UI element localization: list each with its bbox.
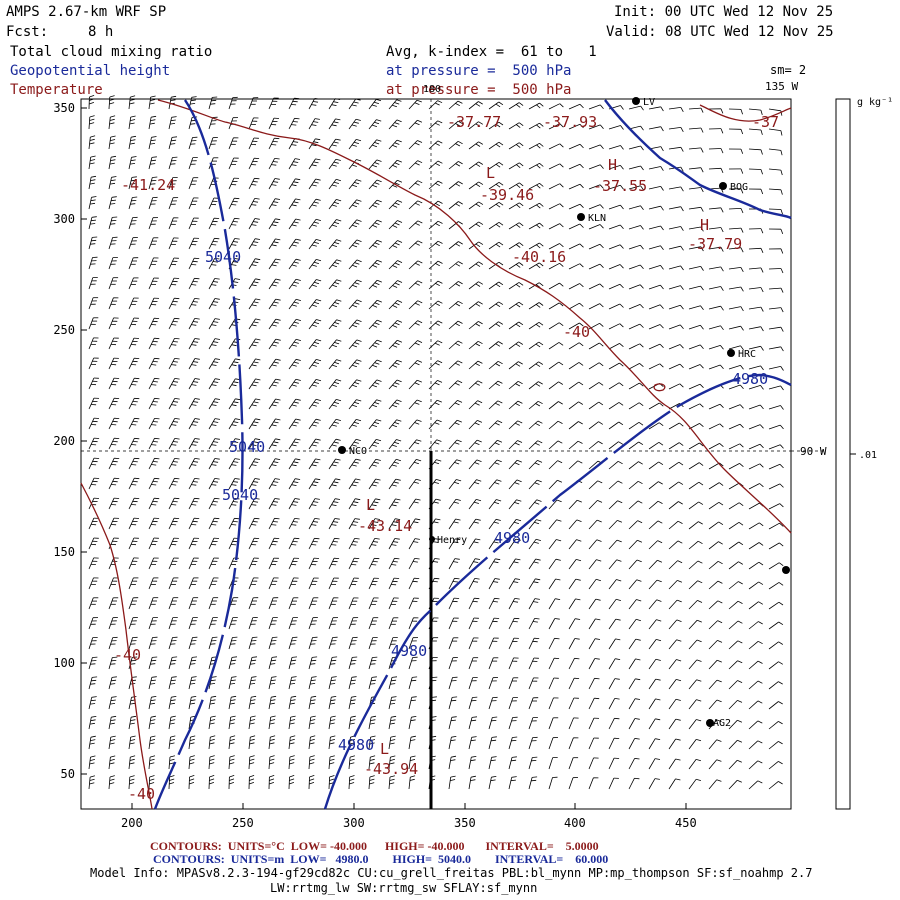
height-contours (153, 99, 792, 810)
height-label: 4980 (338, 736, 374, 754)
station-dot-ag2 (706, 719, 714, 727)
station-dot-edge (782, 566, 790, 574)
temp-contour-blob (653, 383, 666, 392)
station-markers (338, 97, 790, 727)
y-tick-label: 100 (53, 656, 75, 670)
temp-label: -43.94 (364, 760, 418, 778)
station-dot-henry (429, 536, 435, 542)
footer-model-info: Model Info: MPASv8.2.3-194-gf29cd82c CU:… (90, 866, 813, 880)
pressure-level-red: at pressure = 500 hPa (386, 82, 572, 98)
extrema-labels: L H H L L (366, 156, 709, 758)
temp-label: -43.14 (358, 517, 412, 535)
station-label-bog: BOG (730, 182, 748, 193)
x-tick-label: 450 (675, 816, 697, 830)
height-labels: 5040 5040 5040 4980 4980 4980 4980 (205, 248, 768, 754)
height-4980 (323, 373, 792, 810)
station-label-kln: KLN (588, 213, 606, 224)
init-time: Init: 00 UTC Wed 12 Nov 25 (614, 4, 834, 20)
station-label-nco: NCO (349, 446, 367, 457)
x-tick-label: 300 (343, 816, 365, 830)
fcst-value: 8 h (88, 24, 114, 40)
y-tick-label: 50 (61, 767, 75, 781)
high-marker: H (608, 156, 617, 174)
station-labels: NCO Henry KLN BOG HRC AG2 LV (349, 97, 756, 729)
station-dot-nco (338, 446, 346, 454)
height-label: 5040 (205, 248, 241, 266)
lon-label-90w: 90 W (800, 445, 827, 458)
temp-label: -40 (114, 646, 141, 664)
temp-label: -37 (752, 113, 779, 131)
low-marker: L (486, 164, 495, 182)
x-tick-label: 250 (232, 816, 254, 830)
temp-contour-ne (699, 104, 792, 122)
x-axis: 200 250 300 350 400 450 (121, 816, 697, 830)
model-title: AMPS 2.67-km WRF SP (6, 4, 167, 20)
temp-label: -37.93 (543, 113, 597, 131)
station-label-lv: LV (643, 97, 655, 108)
temp-label: -40.16 (512, 248, 566, 266)
valid-time: Valid: 08 UTC Wed 12 Nov 25 (606, 24, 834, 40)
lon-label-135w: 135 W (765, 80, 798, 93)
footer-temp-contours: CONTOURS: UNITS=°C LOW= -40.000 HIGH= -4… (150, 839, 599, 853)
low-marker: L (366, 496, 375, 514)
temp-label: -37.77 (447, 113, 501, 131)
colorbar-unit: g kg⁻¹ (857, 97, 893, 108)
height-label: 5040 (229, 438, 265, 456)
fcst-label: Fcst: (6, 24, 49, 40)
y-tick-label: 300 (53, 212, 75, 226)
station-dot-bog (719, 182, 727, 190)
x-tick-label: 350 (454, 816, 476, 830)
field-geopotential: Geopotential height (10, 63, 171, 79)
y-axis: 350 300 250 200 150 100 50 (53, 101, 75, 781)
footer-model-info-2: LW:rrtmg_lw SW:rrtmg_sw SFLAY:sf_mynn (270, 881, 538, 895)
height-label: 4980 (494, 529, 530, 547)
avg-k-index: Avg, k-index = 61 to 1 (386, 44, 597, 60)
station-label-henry: Henry (437, 535, 467, 546)
field-cloud-mixing: Total cloud mixing ratio (10, 44, 213, 60)
station-label-hrc: HRC (738, 349, 756, 360)
station-dot-hrc (727, 349, 735, 357)
pressure-level-blue: at pressure = 500 hPa (386, 63, 572, 79)
x-tick-label: 200 (121, 816, 143, 830)
temp-label: -37.55 (593, 177, 647, 195)
height-label: 4980 (732, 370, 768, 388)
axis-ticks (81, 107, 687, 809)
field-temperature: Temperature (10, 82, 103, 98)
colorbar (835, 98, 851, 810)
temp-label: -37.79 (688, 235, 742, 253)
temperature-labels: -41.24 -37.77 -37.93 -37 -39.46 -37.55 -… (114, 113, 779, 803)
temp-label: -40 (563, 323, 590, 341)
temp-contour-north (157, 99, 792, 534)
colorbar-tick-label: .01 (859, 450, 877, 461)
high-marker: H (700, 216, 709, 234)
temperature-contours (80, 99, 792, 810)
temp-label: -41.24 (121, 176, 175, 194)
station-dot-kln (577, 213, 585, 221)
station-label-ag2: AG2 (713, 718, 731, 729)
smoothing: sm= 2 (770, 63, 807, 77)
y-tick-label: 350 (53, 101, 75, 115)
wind-barbs (88, 95, 784, 790)
height-coast-ne (604, 99, 792, 220)
height-label: 5040 (222, 486, 258, 504)
y-tick-label: 150 (53, 545, 75, 559)
temp-label: -39.46 (480, 186, 534, 204)
height-5040 (153, 99, 244, 810)
lon-label-180: 180 (423, 84, 441, 95)
y-tick-label: 250 (53, 323, 75, 337)
x-tick-label: 400 (564, 816, 586, 830)
plot-frame (80, 98, 792, 810)
station-dot-lv (632, 97, 640, 105)
low-marker: L (380, 740, 389, 758)
height-label: 4980 (391, 642, 427, 660)
temp-label: -40 (128, 785, 155, 803)
y-tick-label: 200 (53, 434, 75, 448)
temp-contour-west (80, 482, 153, 810)
footer-height-contours: CONTOURS: UNITS=m LOW= 4980.0 HIGH= 5040… (153, 852, 609, 866)
